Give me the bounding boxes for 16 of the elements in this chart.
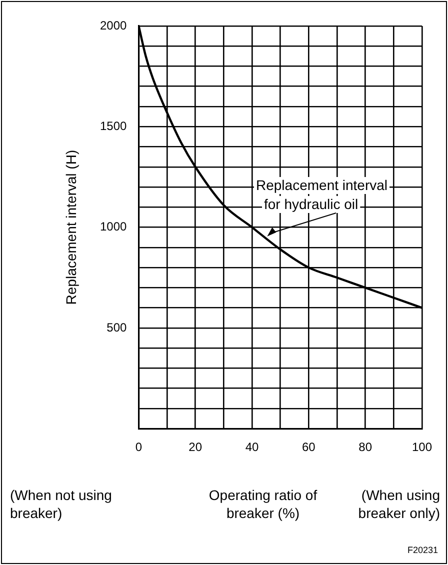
text: (When not using breaker) — [10, 487, 112, 521]
y-tick-label: 1500 — [100, 118, 128, 133]
y-axis-title: Replacement interval (H) — [62, 150, 79, 305]
y-tick-label: 500 — [106, 320, 128, 334]
text: F20231 — [407, 545, 438, 555]
x-axis-title: Operating ratio of breaker (%) — [208, 487, 318, 521]
x-tick-label: 60 — [302, 440, 316, 454]
annotation: Replacement interval for hydraulic oil — [256, 177, 388, 212]
text: (When using breaker only) — [358, 487, 440, 521]
y-tick-label: 2000 — [100, 18, 128, 32]
x-tick-label: 80 — [358, 440, 372, 454]
x-tick-label: 20 — [188, 440, 202, 454]
x-tick-label: 0 — [135, 440, 142, 454]
y-tick-label: 1000 — [100, 220, 128, 234]
x-tick-label: 100 — [412, 440, 432, 454]
x-tick-label: 40 — [245, 440, 260, 454]
